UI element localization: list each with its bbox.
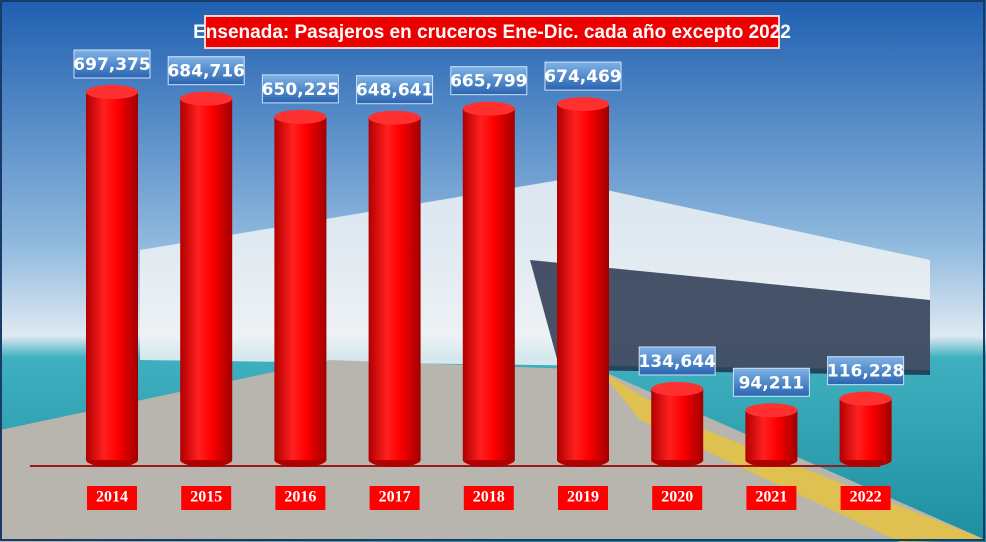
bar-top (557, 97, 609, 112)
value-label-box (261, 74, 339, 104)
x-label-box (369, 486, 420, 510)
bar-body (86, 92, 138, 460)
value-label: 648,641 (356, 81, 433, 101)
bar (839, 391, 892, 467)
value-label-box (732, 367, 810, 397)
bar-body (274, 116, 327, 460)
value-label-box (544, 61, 622, 91)
bar (368, 110, 421, 467)
value-label: 650,225 (262, 80, 339, 100)
x-label-box (87, 486, 137, 510)
x-tick-label: 2017 (379, 489, 411, 506)
bar (651, 381, 704, 467)
chart-title: Ensenada: Pasajeros en cruceros Ene-Dic.… (193, 22, 791, 43)
value-label-box (73, 49, 151, 79)
x-tick-label: 2019 (567, 489, 599, 506)
x-label-box (181, 486, 232, 510)
bar-top (462, 101, 515, 116)
bar-top (839, 391, 892, 406)
x-tick-label: 2014 (96, 489, 128, 506)
x-tick-label: 2015 (190, 489, 222, 506)
bar-body (839, 398, 892, 460)
value-label-box (167, 56, 245, 86)
bar-top (180, 91, 233, 106)
ship-hull (530, 260, 930, 375)
bar (274, 109, 327, 467)
bar-body (368, 117, 421, 460)
bar (86, 85, 138, 467)
x-label-box (558, 486, 608, 510)
x-label-box (463, 486, 514, 510)
bar-top (368, 110, 421, 125)
bar-top (651, 381, 704, 396)
bar-body (745, 410, 798, 460)
plot-area: 697,375 2014 684,716 2015 650,225 2016 648,641… (30, 49, 905, 510)
x-tick-label: 2022 (850, 489, 882, 506)
value-label: 94,211 (739, 373, 805, 393)
value-label: 665,799 (450, 72, 527, 92)
bar (745, 403, 798, 467)
bar-body (651, 388, 704, 460)
bar-top (86, 85, 138, 99)
bar-top (745, 403, 798, 418)
x-tick-label: 2018 (473, 489, 505, 506)
x-tick-label: 2021 (755, 489, 787, 506)
bar (180, 91, 233, 467)
bar-body (462, 108, 515, 460)
value-label-box (638, 346, 716, 376)
x-label-box (652, 486, 703, 510)
x-label-box (275, 486, 326, 510)
value-label-box (356, 75, 434, 105)
value-label: 697,375 (73, 55, 150, 75)
value-label: 134,644 (638, 352, 716, 372)
bar (557, 97, 609, 467)
x-label-box (840, 486, 891, 510)
x-label-box (746, 486, 797, 510)
value-label: 674,469 (544, 67, 621, 87)
value-label-box (827, 356, 905, 386)
x-tick-label: 2016 (284, 489, 316, 506)
title-box (204, 15, 780, 49)
bar-top (274, 109, 327, 124)
value-label: 684,716 (167, 62, 244, 82)
x-tick-label: 2020 (661, 489, 693, 506)
bar-body (180, 98, 233, 461)
bar-body (557, 104, 609, 460)
value-label: 116,228 (827, 362, 904, 382)
value-label-box (450, 66, 528, 96)
bar (462, 101, 515, 467)
